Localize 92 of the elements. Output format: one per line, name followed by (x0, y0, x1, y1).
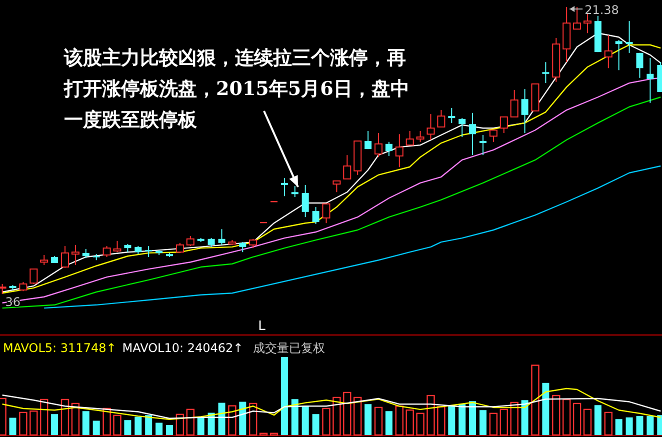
bar (626, 417, 633, 435)
candlestick (312, 206, 320, 224)
bar (30, 410, 38, 436)
bar (9, 418, 16, 435)
bar (0, 398, 6, 436)
bar (562, 398, 571, 436)
bar (40, 398, 48, 436)
bar (186, 408, 194, 436)
bar (19, 412, 28, 436)
candlestick (239, 242, 246, 253)
bar (82, 411, 90, 435)
annotation: 该股主力比较凶狠，连续拉三个涨停，再打开涨停板洗盘，2015年5月6日，盘中一度跌至跌停板 (63, 47, 410, 131)
bar (312, 414, 320, 435)
bar (248, 402, 258, 436)
candlestick (479, 134, 486, 156)
candlestick (364, 130, 372, 150)
bar (479, 410, 486, 435)
bar (197, 417, 204, 435)
candlestick (302, 184, 309, 218)
bar (124, 420, 132, 435)
bar (500, 408, 508, 436)
candlestick (385, 141, 392, 156)
bar (426, 394, 435, 436)
bar (71, 402, 80, 436)
bar (542, 382, 550, 435)
bar (374, 406, 383, 436)
bar (218, 402, 226, 435)
candlestick (71, 244, 80, 266)
candlestick (615, 40, 622, 71)
bar (145, 415, 152, 435)
bar (583, 408, 592, 436)
bar (458, 404, 466, 435)
annotation: 21.38 (584, 3, 619, 17)
text: MAVOL10: 240462↑ (122, 341, 244, 355)
bar (406, 410, 414, 436)
bar (594, 405, 602, 435)
candlestick (218, 228, 226, 246)
candlestick (636, 52, 644, 78)
bar (332, 396, 341, 436)
candlestick (626, 20, 633, 54)
bar (102, 408, 111, 436)
bar (343, 392, 352, 436)
text: MAVOL5: 311748↑ (3, 341, 116, 355)
bar (239, 402, 246, 435)
bar (572, 402, 582, 436)
bar (51, 414, 58, 435)
candlestick (583, 13, 592, 34)
bar (510, 402, 518, 436)
candlestick (448, 108, 456, 124)
bar (489, 412, 498, 436)
candlestick (469, 112, 476, 156)
bar (60, 398, 70, 436)
candlestick (521, 88, 528, 134)
bar (604, 412, 612, 436)
candlestick (604, 34, 612, 69)
bar (228, 405, 236, 436)
candlestick (145, 246, 152, 258)
candlestick (458, 118, 466, 138)
bar (385, 411, 392, 435)
candlestick (542, 62, 550, 84)
candlestick (552, 37, 560, 82)
bar (353, 396, 362, 436)
candlestick (395, 134, 404, 168)
candlestick (646, 58, 654, 104)
bar (469, 401, 476, 435)
bar (521, 400, 528, 435)
candlestick (416, 130, 424, 142)
bar (531, 364, 540, 436)
bar (615, 419, 622, 435)
bar (280, 357, 288, 435)
bar (646, 416, 654, 435)
bar (448, 406, 456, 435)
bar (134, 416, 142, 435)
candlestick (280, 178, 288, 197)
bar (636, 416, 644, 435)
text: 成交量已复权 (253, 341, 326, 355)
bar (291, 399, 298, 435)
candlestick (82, 248, 90, 259)
bar (364, 404, 372, 435)
bar (166, 425, 173, 435)
candlestick (426, 114, 435, 140)
text: L (258, 319, 266, 334)
bar (176, 414, 184, 436)
bar (437, 406, 446, 436)
bar (92, 420, 100, 435)
bar (416, 412, 424, 436)
bar (302, 406, 309, 435)
bar (113, 414, 122, 436)
bar (552, 394, 560, 436)
bar (322, 408, 330, 436)
bar (156, 422, 163, 435)
bar (395, 406, 404, 436)
